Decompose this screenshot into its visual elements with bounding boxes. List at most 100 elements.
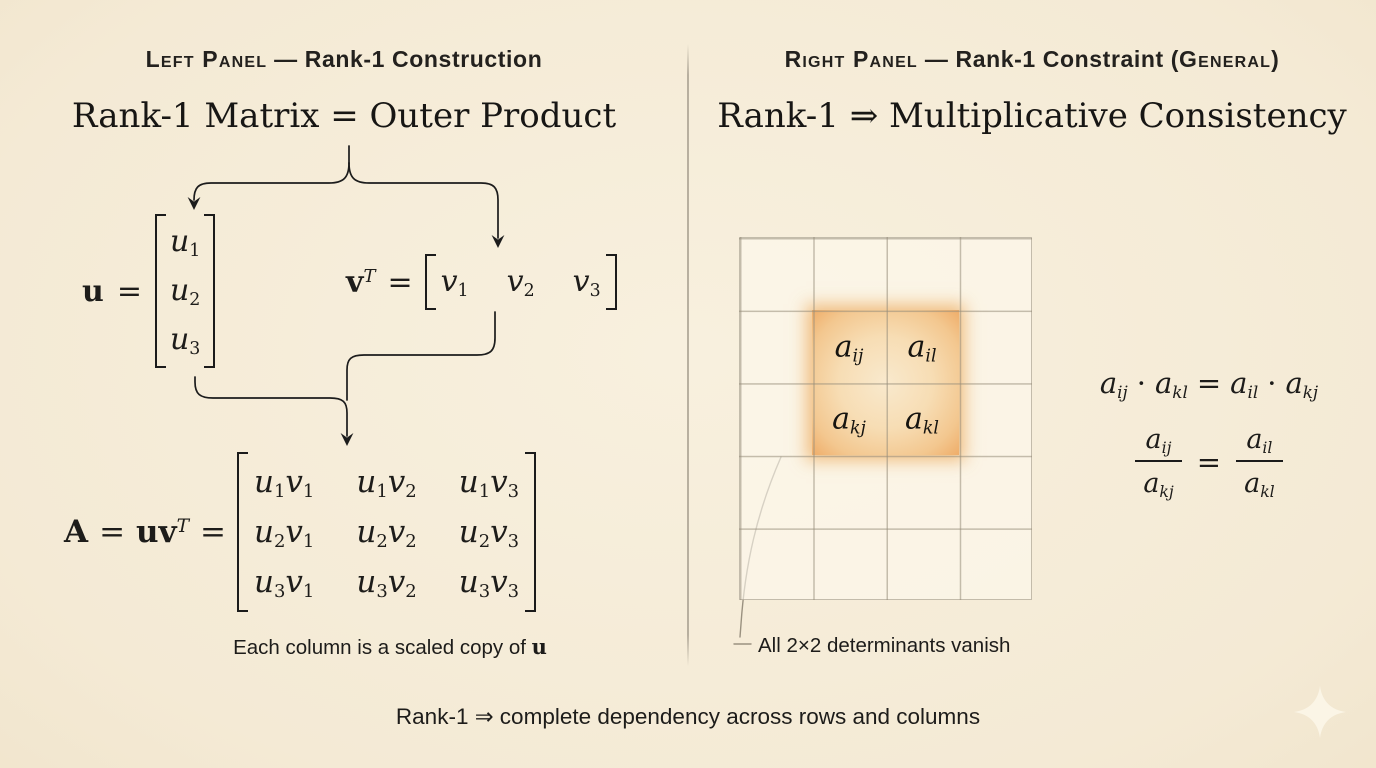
v3-entry: v3: [573, 263, 601, 301]
math-sub: kl: [922, 418, 939, 439]
math-sub: 2: [405, 581, 417, 603]
sparkle-icon: [1294, 686, 1346, 738]
outer-product-equation: A = uvT = u1v1 u1v2 u1v3 u2v1 u2v2 u2v3 …: [64, 452, 537, 612]
right-panel-caption: All 2×2 determinants vanish: [758, 634, 1011, 657]
cell-label-akl: akl: [905, 401, 939, 439]
grid-lines: [739, 237, 1032, 600]
math-base: u: [169, 224, 190, 259]
numerator: aij: [1138, 424, 1180, 460]
caption-u-bold: u: [531, 634, 547, 659]
math-sub: ij: [852, 346, 864, 367]
math-base: v: [572, 264, 590, 299]
equals-icon: =: [99, 514, 126, 550]
math-sub: 1: [376, 481, 388, 503]
numerator: ail: [1238, 424, 1280, 460]
math-sub: 1: [457, 280, 469, 301]
ratio-equation: aij akj = ail akl: [1058, 424, 1360, 499]
math-base: a: [1230, 366, 1248, 400]
matrix-cell: u2v1: [254, 514, 314, 551]
v-symbol: vT: [346, 265, 375, 300]
math-sub: 1: [478, 481, 491, 503]
math-sub: 3: [507, 481, 520, 503]
matrix-cell: u1v1: [254, 464, 314, 503]
v2-entry: v2: [507, 263, 535, 301]
math-sub: kj: [849, 418, 866, 439]
math-sub: ij: [1117, 382, 1128, 403]
fraction-left: aij akj: [1135, 424, 1182, 501]
math-sub: 2: [405, 481, 417, 503]
math-sub: 1: [273, 481, 286, 503]
equals-icon: =: [1196, 444, 1222, 479]
arrowhead-matrix-icon: [340, 433, 354, 446]
math-base: a: [1246, 424, 1263, 455]
v1-entry: v1: [441, 263, 469, 301]
term-akj: akj: [1285, 366, 1318, 400]
math-base: a: [1285, 366, 1303, 400]
math-base: u: [169, 273, 190, 308]
left-panel-header-smallcaps: Left Panel: [145, 46, 268, 72]
math-base: u: [356, 514, 377, 550]
math-base: v: [285, 564, 303, 600]
denominator: akl: [1236, 460, 1283, 499]
math-base: a: [905, 401, 923, 437]
math-base: u: [254, 514, 274, 550]
math-base: a: [1154, 366, 1173, 400]
math-sub: 3: [478, 581, 491, 603]
math-sub: 3: [189, 338, 201, 359]
math-sub: kj: [1302, 382, 1319, 403]
merge-from-v: [346, 311, 496, 401]
math-base: v: [490, 564, 508, 600]
right-panel-header-smallcaps: Right Panel: [784, 46, 918, 72]
transpose-sup: T: [363, 265, 376, 287]
math-sub: 1: [189, 240, 201, 261]
matrix-cell: u1v3: [459, 464, 520, 503]
equals-icon: =: [387, 264, 413, 300]
math-sub: kj: [1159, 481, 1174, 501]
left-panel-caption: Each column is a scaled copy of u: [110, 634, 670, 660]
math-sub: 3: [589, 280, 601, 301]
cell-label-akj: akj: [832, 402, 866, 439]
math-base: v: [285, 464, 303, 500]
math-base: u: [254, 464, 274, 500]
panel-divider: [687, 44, 689, 666]
math-base: a: [1143, 468, 1160, 499]
footer-caption: Rank-1 ⇒ complete dependency across rows…: [395, 704, 981, 729]
equals-icon: =: [200, 514, 226, 550]
cell-label-aij: aij: [835, 330, 864, 367]
math-sub: il: [925, 346, 937, 367]
right-panel-header: Right Panel — Rank-1 Constraint (General…: [688, 46, 1376, 73]
math-sub: 3: [376, 581, 388, 603]
math-base: a: [1099, 366, 1118, 400]
u-symbol: u: [82, 273, 104, 309]
right-panel-header-smallcaps2: General: [1179, 46, 1272, 72]
u2-entry: u2: [170, 273, 200, 309]
arrow-to-v: [348, 162, 499, 239]
term-akl: akl: [1155, 366, 1188, 400]
denominator: akj: [1135, 460, 1182, 501]
transpose-sup: T: [176, 515, 190, 537]
merge-from-u: [194, 376, 348, 437]
math-base: v: [506, 264, 524, 299]
math-sub: 1: [302, 581, 315, 603]
math-base: uv: [136, 514, 177, 550]
math-base: u: [458, 564, 479, 600]
fraction-right: ail akl: [1236, 424, 1283, 499]
math-base: a: [1244, 468, 1261, 499]
equals-icon: =: [1196, 366, 1222, 400]
math-sub: 3: [507, 581, 520, 603]
arrowhead-u-icon: [187, 197, 201, 210]
cell-label-ail: ail: [907, 330, 937, 367]
right-panel-title: Rank-1 ⇒ Multiplicative Consistency: [717, 96, 1347, 136]
math-base: v: [387, 564, 406, 600]
math-base: a: [1145, 424, 1162, 455]
math-base: v: [387, 514, 406, 550]
math-sub: 2: [405, 531, 417, 553]
math-base: u: [169, 322, 190, 357]
matrix-grid: aij ail akj akl: [739, 237, 1032, 600]
matrix-cell: u3v1: [254, 564, 315, 603]
math-base: u: [356, 464, 377, 500]
math-base: u: [356, 564, 377, 600]
A-symbol: A: [64, 514, 89, 550]
term-ail: ail: [1230, 366, 1258, 400]
sparkle-shape: [1294, 686, 1346, 738]
